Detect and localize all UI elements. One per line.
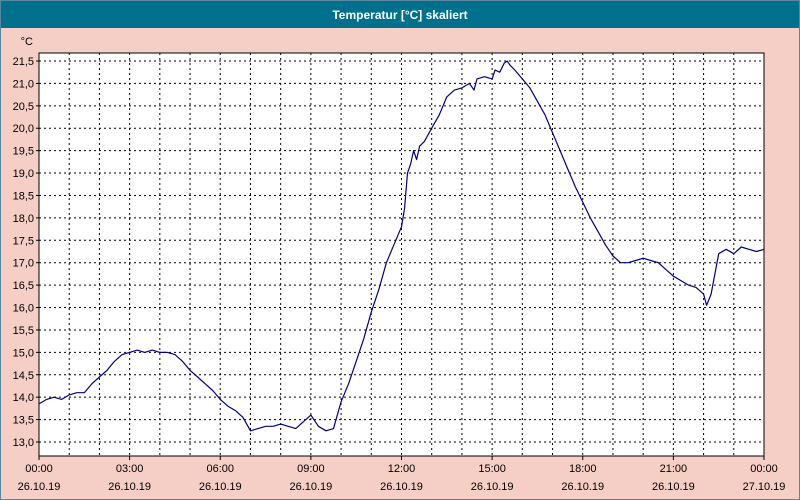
x-tick-time-label: 15:00 — [478, 463, 506, 475]
y-tick-label: 17,5 — [13, 235, 34, 247]
x-tick-time-label: 09:00 — [297, 463, 325, 475]
y-tick-label: 19,5 — [13, 146, 34, 158]
x-tick-time-label: 00:00 — [25, 463, 53, 475]
x-tick-date-label: 26.10.19 — [289, 481, 332, 493]
y-tick-label: 15,0 — [13, 347, 34, 359]
x-tick-time-label: 21:00 — [660, 463, 688, 475]
temperature-line-chart: °C 21,5 21,0 20,5 20,0 19,5 19,0 18,5 18,0 17,5 17… — [13, 36, 786, 493]
x-tick-date-label: 26.10.19 — [380, 481, 423, 493]
y-tick-label: 16,0 — [13, 303, 34, 315]
x-tick-date-label: 26.10.19 — [561, 481, 604, 493]
title-bar[interactable]: Temperatur [°C] skaliert — [1, 1, 799, 28]
x-tick-time-label: 12:00 — [388, 463, 416, 475]
x-tick-time-label: 00:00 — [750, 463, 778, 475]
y-tick-label: 18,5 — [13, 190, 34, 202]
y-tick-label: 20,5 — [13, 101, 34, 113]
x-tick-time-label: 18:00 — [569, 463, 597, 475]
y-tick-label: 14,5 — [13, 370, 34, 382]
x-tick-date-label: 26.10.19 — [652, 481, 695, 493]
y-axis-unit-label: °C — [21, 36, 33, 48]
x-tick-date-label: 27.10.19 — [743, 481, 786, 493]
y-tick-label: 21,0 — [13, 78, 34, 90]
x-tick-time-label: 03:00 — [116, 463, 144, 475]
y-tick-label: 16,5 — [13, 280, 34, 292]
y-tick-label: 18,0 — [13, 213, 34, 225]
y-tick-label: 14,0 — [13, 392, 34, 404]
temperature-series-line — [38, 60, 765, 432]
y-tick-label: 17,0 — [13, 258, 34, 270]
x-tick-date-label: 26.10.19 — [18, 481, 61, 493]
page-title: Temperatur [°C] skaliert — [332, 7, 468, 22]
x-tick-date-label: 26.10.19 — [199, 481, 242, 493]
chart-area: °C 21,5 21,0 20,5 20,0 19,5 19,0 18,5 18,0 17,5 17… — [1, 28, 799, 499]
y-tick-label: 19,0 — [13, 168, 34, 180]
y-axis-labels: 21,5 21,0 20,5 20,0 19,5 19,0 18,5 18,0 17,5 17,0… — [13, 56, 39, 449]
x-tick-date-label: 26.10.19 — [471, 481, 514, 493]
x-tick-date-label: 26.10.19 — [108, 481, 151, 493]
y-tick-label: 20,0 — [13, 123, 34, 135]
y-tick-label: 13,5 — [13, 415, 34, 427]
x-axis-labels: 00:00 26.10.19 03:00 26.10.19 06:00 26.10.19 0… — [18, 456, 786, 493]
y-tick-label: 13,0 — [13, 437, 34, 449]
y-tick-label: 21,5 — [13, 56, 34, 68]
x-tick-time-label: 06:00 — [206, 463, 234, 475]
y-tick-label: 15,5 — [13, 325, 34, 337]
